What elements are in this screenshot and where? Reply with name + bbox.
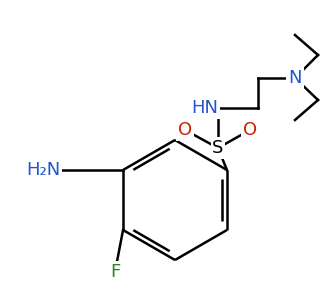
- Text: H₂N: H₂N: [26, 161, 60, 179]
- Text: O: O: [243, 121, 257, 139]
- Text: O: O: [178, 121, 192, 139]
- Text: S: S: [212, 139, 224, 157]
- Text: F: F: [110, 263, 120, 281]
- Text: N: N: [288, 69, 302, 87]
- Text: HN: HN: [191, 99, 218, 117]
